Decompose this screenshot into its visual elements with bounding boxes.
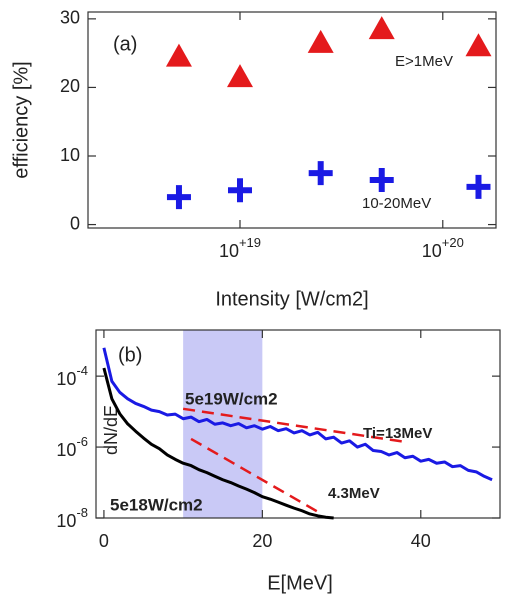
y-axis-label: dN/dE [101, 405, 121, 455]
triangle-marker [226, 64, 253, 88]
series-label: 5e19W/cm2 [185, 389, 278, 408]
triangle-marker [307, 29, 334, 53]
y-tick-label: 30 [60, 8, 80, 28]
triangle-marker [465, 33, 492, 57]
y-tick-label: 10 [60, 145, 80, 165]
y-tick-label: 20 [60, 76, 80, 96]
plot-frame [87, 11, 497, 229]
series-label: E>1MeV [395, 53, 453, 70]
triangle-marker [368, 16, 395, 40]
y-tick-label: 10-6 [56, 435, 88, 460]
spectrum-line [102, 367, 334, 520]
panel-label: (a) [113, 33, 137, 55]
series-label: 4.3MeV [328, 485, 380, 502]
plus-marker [166, 185, 191, 210]
triangle-marker [165, 43, 192, 67]
y-tick-label: 10-4 [56, 364, 88, 389]
plus-marker [369, 168, 394, 192]
y-axis-label: efficiency [%] [10, 61, 32, 178]
x-tick-label: 20 [252, 531, 272, 551]
spectrum-line [102, 347, 493, 482]
x-axis-label: E[MeV] [267, 572, 333, 594]
plus-marker [308, 161, 333, 186]
x-tick-label: 10+19 [219, 235, 261, 260]
series-label: 10-20MeV [362, 195, 431, 212]
x-tick-label: 0 [99, 531, 109, 551]
fit-line [190, 437, 319, 513]
plus-marker [227, 178, 252, 203]
x-tick-label: 40 [411, 531, 431, 551]
series-label: Ti=13MeV [363, 425, 432, 442]
plus-marker [466, 174, 491, 199]
y-tick-label: 0 [70, 213, 80, 233]
x-axis-label: Intensity [W/cm2] [215, 288, 368, 310]
x-tick-label: 10+20 [422, 235, 464, 260]
series-label: 5e18W/cm2 [110, 495, 203, 514]
panel-label: (b) [118, 344, 142, 366]
y-tick-label: 10-8 [56, 505, 88, 530]
plot-frame [95, 329, 501, 519]
